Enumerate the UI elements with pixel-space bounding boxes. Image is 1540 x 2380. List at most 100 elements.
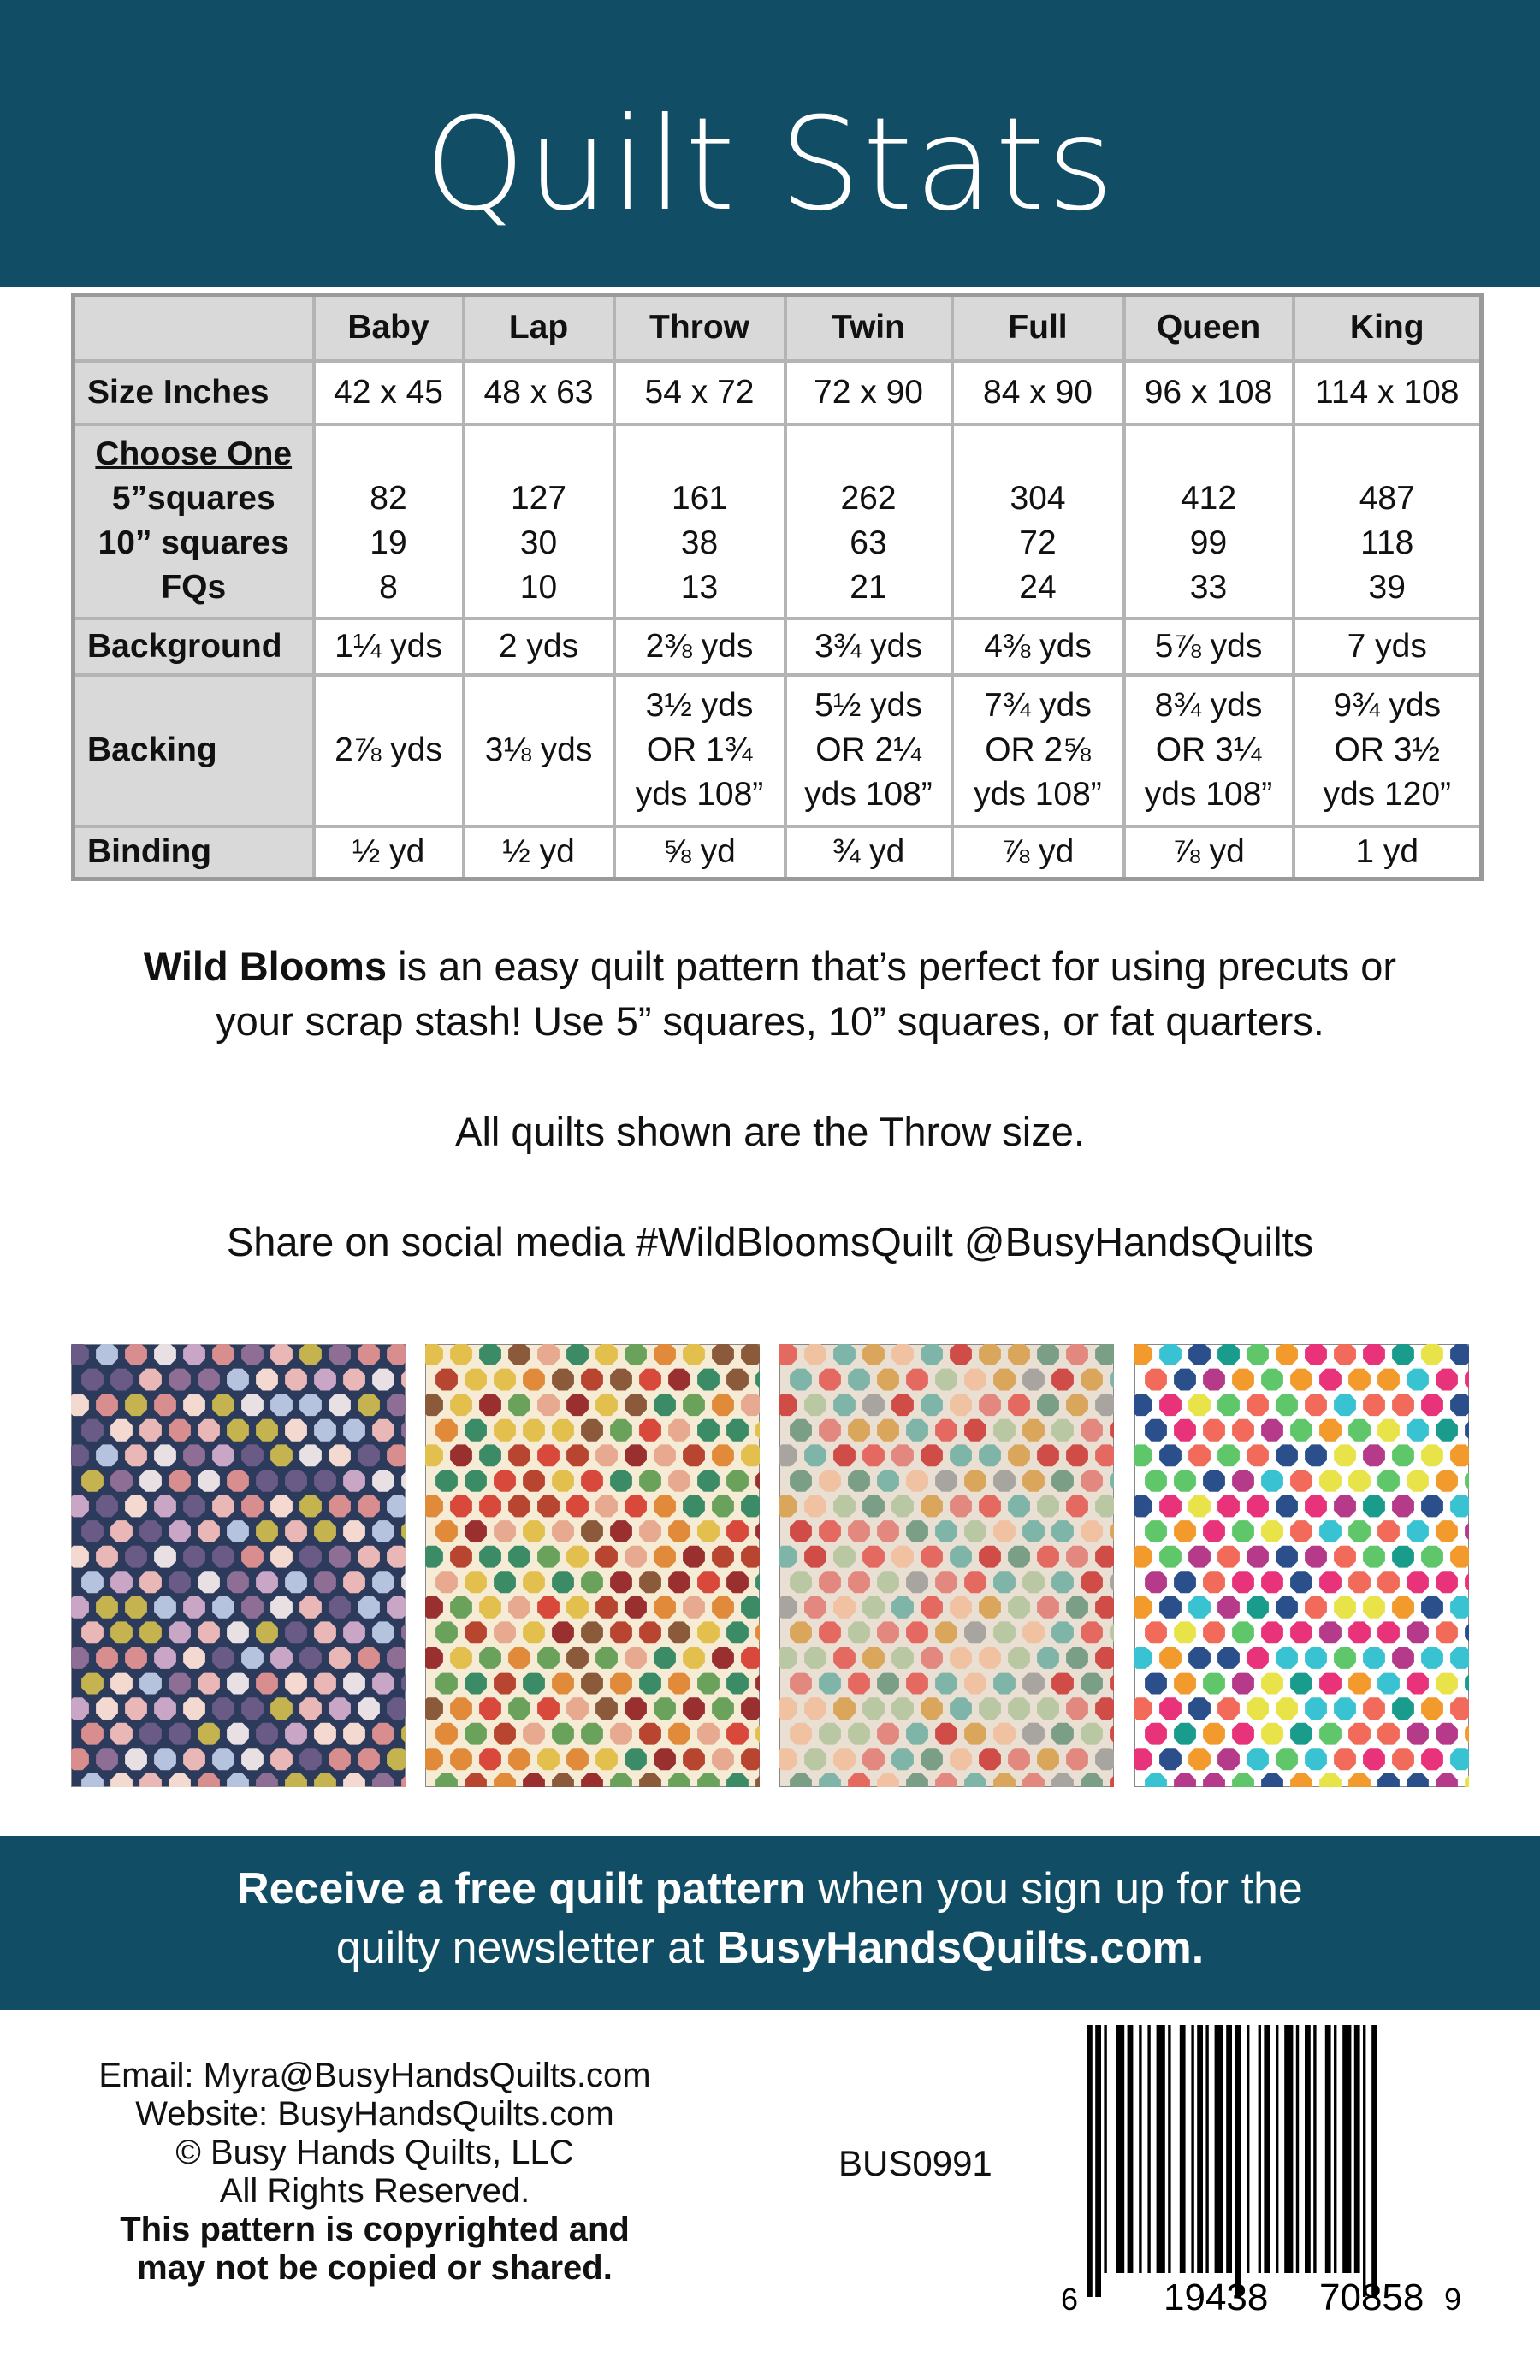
quilt-block — [654, 1344, 676, 1365]
quilt-block — [697, 1773, 720, 1787]
quilt-block — [212, 1394, 234, 1417]
quilt-block — [654, 1394, 676, 1417]
quilt-block — [1081, 1773, 1103, 1787]
quilt-block — [425, 1394, 443, 1417]
quilt-block — [387, 1495, 406, 1518]
quilt-block — [329, 1748, 351, 1771]
quilt-block — [198, 1418, 220, 1442]
quilt-block — [1134, 1394, 1152, 1417]
quilt-block — [401, 1775, 406, 1787]
quilt-block — [435, 1571, 458, 1594]
quilt-block — [401, 1674, 406, 1692]
email[interactable]: Email: Myra@BusyHandsQuilts.com — [98, 2057, 651, 2094]
quilt-block — [1095, 1394, 1114, 1417]
quilt-block — [668, 1773, 690, 1787]
quilt-block — [935, 1621, 957, 1644]
quilt-block — [1305, 1344, 1327, 1365]
quilt-block — [1134, 1495, 1152, 1518]
quilt-block — [654, 1697, 676, 1720]
quilt-block — [1334, 1444, 1356, 1467]
quilt-block — [848, 1773, 870, 1787]
quilt-block — [169, 1621, 191, 1644]
cell-value: 9¾ yds — [1333, 687, 1442, 724]
quilt-block — [950, 1647, 972, 1669]
quilt-block — [819, 1773, 841, 1787]
quilt-block — [566, 1495, 589, 1518]
quilt-block — [71, 1545, 89, 1568]
quilt-block — [1276, 1444, 1298, 1467]
quilt-block — [241, 1394, 264, 1417]
quilt-block — [1159, 1596, 1182, 1619]
quilt-block — [1290, 1470, 1312, 1492]
quilt-block — [877, 1621, 899, 1644]
cell: 2 yds — [461, 616, 616, 677]
quilt-block — [755, 1421, 760, 1440]
quilt-block — [712, 1344, 734, 1365]
cell: ¾ yd — [783, 824, 954, 881]
quilt-block — [1134, 1444, 1152, 1467]
barcode-bar — [1295, 2025, 1300, 2273]
quilt-block — [125, 1394, 147, 1417]
quilt-block — [227, 1470, 249, 1492]
quilt-block — [537, 1495, 560, 1518]
quilt-block — [552, 1418, 574, 1442]
barcode: 6 19438 70858 9 — [1061, 2025, 1461, 2318]
quilt-block — [935, 1571, 957, 1594]
quilt-block — [1174, 1418, 1196, 1442]
quilt-block — [1276, 1344, 1298, 1365]
quilt-block — [1392, 1596, 1414, 1619]
barcode-bar — [1095, 2025, 1101, 2297]
quilt-block — [726, 1571, 749, 1594]
quilt-block — [1051, 1470, 1074, 1492]
website-link[interactable]: BusyHandsQuilts.com. — [716, 1923, 1205, 1973]
quilt-block — [1392, 1394, 1414, 1417]
quilt-block — [1051, 1520, 1074, 1542]
quilt-block — [479, 1545, 501, 1568]
quilt-block — [212, 1344, 234, 1365]
barcode-bar — [1247, 2025, 1250, 2273]
quilt-block — [741, 1647, 760, 1669]
quilt-block — [1134, 1697, 1152, 1720]
quilt-block — [71, 1647, 89, 1669]
quilt-block — [125, 1596, 147, 1619]
quilt-background — [1134, 1344, 1469, 1787]
quilt-block — [227, 1418, 249, 1442]
quilt-block — [425, 1748, 443, 1771]
cell-value: 82 — [370, 480, 407, 517]
quilt-block — [71, 1344, 89, 1365]
quilt-block — [625, 1394, 647, 1417]
quilt-block — [1051, 1571, 1074, 1594]
quilt-block — [256, 1520, 278, 1542]
cell: 96 x 108 — [1122, 358, 1295, 426]
website[interactable]: Website: BusyHandsQuilts.com — [135, 2095, 614, 2133]
cell-value: 39 — [1368, 569, 1406, 606]
quilt-block — [372, 1773, 394, 1787]
quilt-block — [358, 1596, 380, 1619]
quilt-block — [625, 1748, 647, 1771]
quilt-block — [1450, 1748, 1469, 1771]
quilt-block — [537, 1647, 560, 1669]
quilt-block — [668, 1571, 690, 1594]
quilt-block — [241, 1697, 264, 1720]
quilt-block — [358, 1748, 380, 1771]
quilt-block — [1276, 1647, 1298, 1669]
quilt-block — [964, 1621, 986, 1644]
quilt-photo-cream — [425, 1344, 760, 1787]
quilt-block — [1436, 1571, 1458, 1594]
quilt-block — [387, 1444, 406, 1467]
cell: ½ yd — [461, 824, 616, 881]
quilt-background — [71, 1344, 406, 1787]
quilt-block — [1407, 1470, 1429, 1492]
quilt-block — [1217, 1394, 1240, 1417]
quilt-block — [314, 1773, 336, 1787]
quilt-block — [862, 1748, 885, 1771]
quilt-block — [96, 1444, 118, 1467]
quilt-block — [1110, 1674, 1114, 1692]
quilt-block — [654, 1444, 676, 1467]
quilt-block — [1319, 1520, 1342, 1542]
barcode-bar — [1305, 2025, 1311, 2273]
quilt-block — [110, 1418, 133, 1442]
copyright: © Busy Hands Quilts, LLC — [175, 2134, 574, 2171]
quilt-block — [848, 1520, 870, 1542]
quilt-block — [935, 1672, 957, 1695]
